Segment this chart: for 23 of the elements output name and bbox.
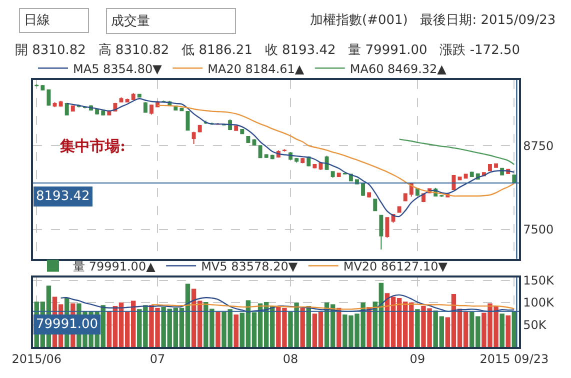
legend-label: MA60 8469.32▲ bbox=[350, 62, 448, 76]
legend-label: MV5 83578.20▼ bbox=[201, 259, 298, 274]
text: 成交量 bbox=[111, 13, 150, 29]
annotation: 集中市場: bbox=[59, 137, 126, 155]
y-tick-label: 150K bbox=[523, 273, 556, 288]
legend-label: MA20 8184.61▲ bbox=[208, 62, 305, 76]
y-tick-label: 100K bbox=[523, 296, 556, 310]
x-tick-label: 2015/06 bbox=[12, 352, 62, 366]
ref-line-label: 8193.42 bbox=[36, 189, 90, 204]
legend-label: MV20 86127.10▼ bbox=[343, 259, 448, 274]
y-tick-label: 50K bbox=[523, 318, 548, 332]
legend-label: 量 79991.00▲ bbox=[73, 259, 156, 274]
x-tick-label: 2015 09/23 bbox=[480, 352, 549, 366]
x-tick-label: 07 bbox=[150, 352, 166, 366]
legend-label: MA5 8354.80▼ bbox=[73, 62, 163, 76]
chart-title: 加權指數(#001) 最後日期: 2015/09/23 bbox=[310, 13, 556, 28]
y-tick-label: 8750 bbox=[523, 138, 554, 153]
x-tick-label: 08 bbox=[282, 352, 298, 366]
text: 日線 bbox=[24, 13, 50, 28]
ref-line-label: 79991.00 bbox=[36, 317, 98, 332]
y-tick-label: 7500 bbox=[523, 222, 554, 237]
x-tick-label: 09 bbox=[410, 352, 426, 366]
chart-subtitle: 開 8310.82 高 8310.82 低 8186.21 收 8193.42 量 79991.00 漲跌 -172.50 bbox=[15, 42, 520, 58]
